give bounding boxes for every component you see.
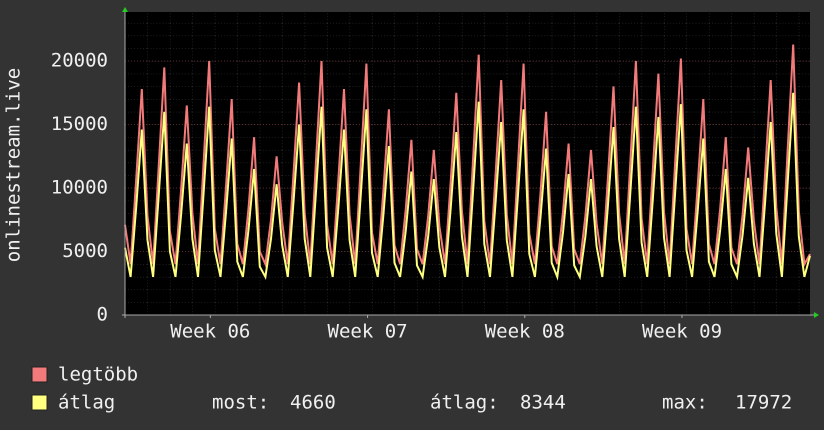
legend-swatch — [31, 366, 48, 383]
x-tick-label: Week 07 — [328, 321, 408, 343]
y-tick-label: 10000 — [51, 177, 108, 199]
y-tick-label: 15000 — [51, 113, 108, 135]
y-tick-label: 5000 — [62, 240, 108, 262]
legend-label: legtöbb — [58, 364, 138, 386]
axis-arrow — [814, 312, 819, 318]
stat-value: 17972 — [735, 392, 792, 414]
stat-label: most: — [212, 392, 269, 414]
plot — [124, 44, 811, 316]
x-tick-label: Week 06 — [170, 321, 250, 343]
legend-label: átlag — [58, 392, 115, 414]
x-tick-label: Week 08 — [485, 321, 565, 343]
y-axis-label: onlinestream.live — [3, 68, 25, 262]
legend-swatch — [31, 394, 48, 411]
stat-value: 4660 — [290, 392, 336, 414]
x-tick-label: Week 09 — [642, 321, 722, 343]
stat-value: 8344 — [520, 392, 566, 414]
y-tick-label: 0 — [97, 304, 108, 326]
stat-label: max: — [662, 392, 708, 414]
stat-label: átlag: — [430, 392, 499, 414]
axis-arrow — [122, 7, 128, 12]
series-line — [124, 92, 811, 281]
legend: legtöbb átlag most: 4660 átlag: 8344 max: 17972 — [31, 364, 792, 414]
y-tick-label: 20000 — [51, 50, 108, 72]
